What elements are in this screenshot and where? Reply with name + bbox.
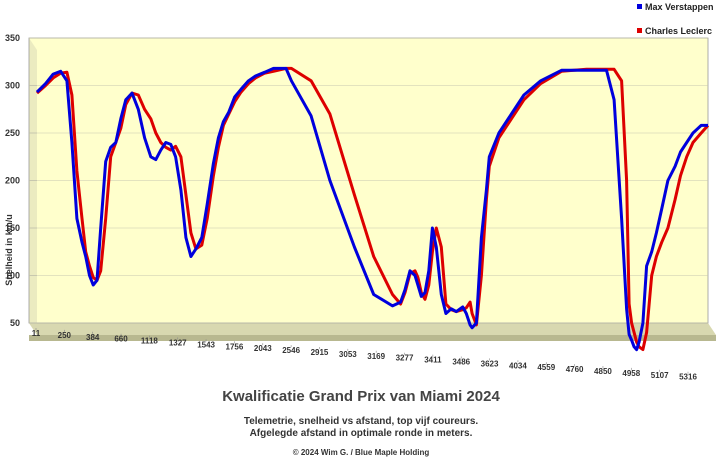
x-tick-label: 1543 — [197, 340, 215, 349]
y-tick-label: 200 — [5, 176, 20, 186]
plot-background — [28, 37, 716, 341]
x-tick-label: 384 — [86, 333, 100, 342]
chart-title: Kwalificatie Grand Prix van Miami 2024 — [222, 388, 500, 405]
y-tick-label: 100 — [5, 271, 20, 281]
legend-swatch-leclerc — [637, 28, 642, 33]
series-lines — [35, 66, 710, 352]
legend-label-leclerc: Charles Leclerc — [645, 26, 712, 36]
x-tick-label: 250 — [58, 331, 72, 340]
y-tick-label: 300 — [5, 81, 20, 91]
x-tick-label: 5107 — [651, 371, 669, 380]
x-tick-label: 5316 — [679, 373, 697, 382]
left-wall — [29, 38, 37, 335]
legend-label-verstappen: Max Verstappen — [645, 2, 714, 12]
legend-swatch-verstappen — [637, 4, 642, 9]
x-tick-label: 1327 — [169, 339, 187, 348]
chart-subtitle-line-1: Telemetrie, snelheid vs afstand, top vij… — [244, 416, 479, 427]
x-tick-label: 660 — [114, 335, 128, 344]
x-tick-label: 4850 — [594, 367, 612, 376]
x-tick-label: 4958 — [622, 369, 640, 378]
x-tick-label: 3486 — [452, 358, 470, 367]
legend: Max Verstappen Charles Leclerc — [637, 2, 714, 36]
y-tick-label: 50 — [10, 318, 20, 328]
x-tick-label: 3053 — [339, 350, 357, 359]
x-tick-label: 4760 — [566, 365, 584, 374]
x-tick-label: 11 — [32, 329, 41, 338]
copyright-footer: © 2024 Wim G. / Blue Maple Holding — [293, 448, 430, 457]
x-tick-label: 3277 — [396, 354, 414, 363]
x-tick-label: 2915 — [311, 348, 329, 357]
y-tick-label: 250 — [5, 128, 20, 138]
floor-edge — [29, 335, 716, 341]
y-tick-label: 350 — [5, 33, 20, 43]
chart-subtitle-line-2: Afgelegde afstand in optimale ronde in m… — [250, 428, 473, 439]
axis-ticks: 50 100 150 200 250 300 350 11 250 384 660 1118 1327 1… — [5, 33, 697, 382]
x-tick-label: 3623 — [481, 359, 499, 368]
y-axis-label: Snelheid in km/u — [4, 214, 14, 286]
series-line-leclerc — [36, 66, 710, 352]
x-tick-label: 3169 — [367, 352, 385, 361]
floor — [29, 323, 716, 335]
x-tick-label: 4034 — [509, 361, 527, 370]
x-tick-label: 2546 — [282, 346, 300, 355]
y-tick-label: 150 — [5, 223, 20, 233]
x-tick-label: 4559 — [537, 363, 555, 372]
x-tick-label: 1756 — [226, 342, 244, 351]
x-tick-label: 1118 — [141, 337, 158, 346]
x-tick-label: 2043 — [254, 344, 272, 353]
series-line-verstappen — [35, 66, 708, 352]
x-tick-label: 3411 — [424, 356, 442, 365]
